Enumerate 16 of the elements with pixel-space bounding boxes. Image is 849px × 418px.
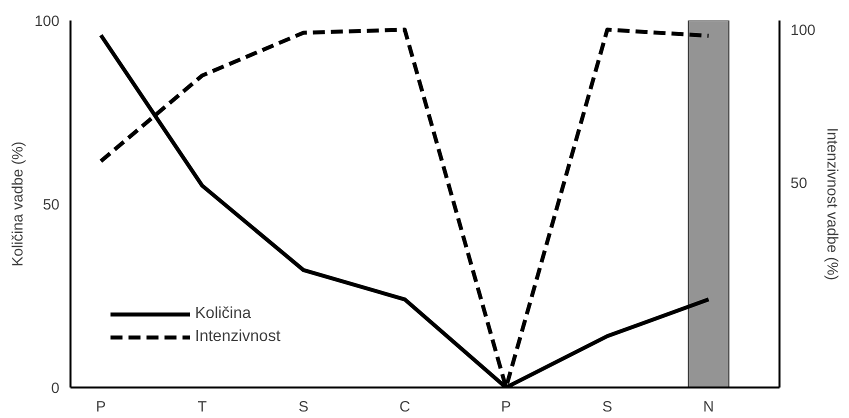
y-axis-title: Količina vadbe (%) — [9, 141, 26, 267]
legend-label: Količina — [195, 305, 252, 323]
y2-tick-label: 100 — [790, 22, 816, 40]
y2-tick-label: 50 — [790, 175, 808, 192]
x-tick-label: S — [602, 398, 612, 416]
x-tick-label: T — [198, 398, 207, 416]
y2-axis-title: Intenzivnost vadbe (%) — [824, 128, 841, 280]
x-tick-label: N — [703, 398, 714, 416]
x-tick-label: P — [96, 398, 106, 416]
y-tick-label: 100 — [34, 13, 60, 30]
x-tick-label: C — [399, 398, 410, 416]
legend-label: Intenzivnost — [195, 328, 280, 346]
x-tick-label: S — [298, 398, 308, 416]
x-tick-label: P — [501, 398, 512, 416]
y-tick-label: 50 — [42, 196, 60, 214]
y-tick-label: 0 — [51, 380, 60, 397]
